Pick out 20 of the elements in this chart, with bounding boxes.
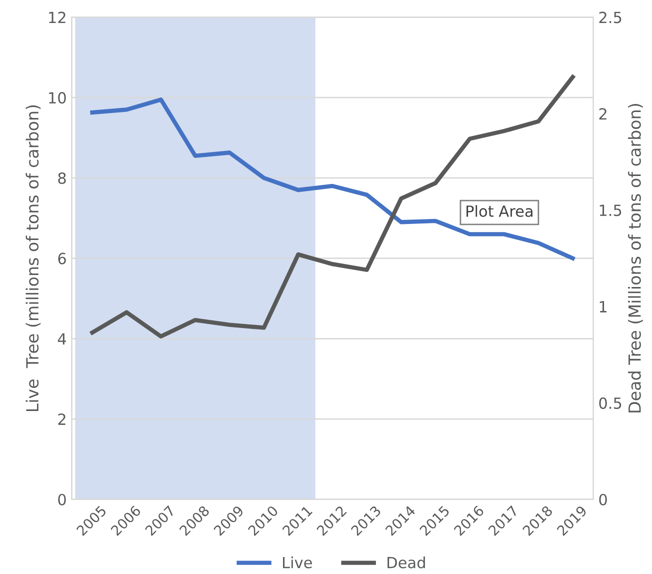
y-tick-label: 4	[58, 333, 66, 344]
y2-tick-label: 0.5	[599, 397, 622, 409]
y2-tick-label: 0	[599, 494, 607, 506]
y2-tick-label: 2	[599, 108, 606, 120]
legend-label: Live	[283, 556, 312, 568]
y2-tick-label: 2.5	[599, 12, 622, 24]
y-tick-label: 6	[58, 252, 66, 264]
y-tick-label: 2	[58, 413, 66, 425]
y-axis-title: Live Tree (millions of tons of carbon)	[26, 105, 41, 412]
line-series	[90, 74, 575, 338]
y-tick-label: 8	[58, 172, 66, 184]
y-tick-label: 10	[49, 92, 66, 104]
legend-label: Dead	[388, 556, 425, 568]
y-tick-label: 0	[58, 494, 66, 506]
annotation: Plot Area	[466, 205, 532, 217]
y2-tick-label: 1.5	[600, 204, 622, 216]
y2-axis-title: Dead Tree (Millions of tons of carbon)	[628, 104, 643, 412]
y-tick-label: 12	[49, 12, 66, 24]
line-series	[90, 98, 575, 260]
y2-tick-label: 1	[600, 301, 606, 312]
